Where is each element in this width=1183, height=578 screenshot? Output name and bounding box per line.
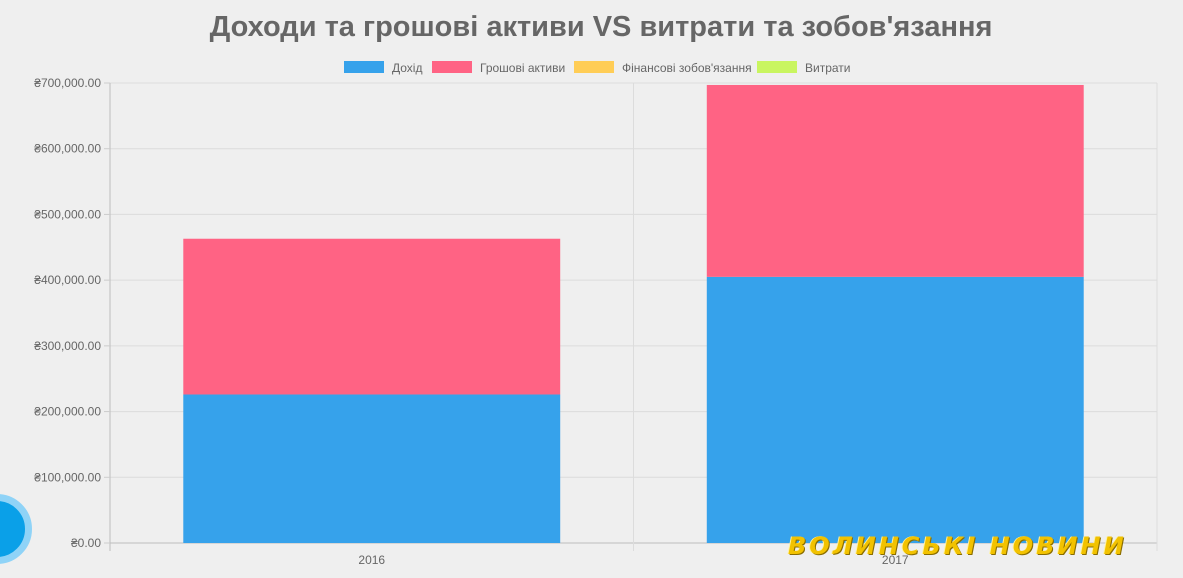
legend-label-1[interactable]: Грошові активи [480, 61, 565, 75]
y-tick-label-2: ₴200,000.00 [34, 405, 101, 419]
bars [183, 84, 1084, 543]
y-tick-label-5: ₴500,000.00 [34, 207, 101, 221]
chart-title: Доходи та грошові активи VS витрати та з… [210, 11, 993, 43]
y-tick-label-1: ₴100,000.00 [34, 470, 101, 484]
y-tick-label-3: ₴300,000.00 [34, 339, 101, 353]
bar-2016-series-0[interactable] [183, 394, 561, 543]
legend-swatch-3[interactable] [757, 61, 797, 73]
legend: Дохід Грошові активи Фінансові зобов'язанн… [344, 61, 851, 75]
legend-swatch-0[interactable] [344, 61, 384, 73]
legend-swatch-2[interactable] [574, 61, 614, 73]
legend-swatch-1[interactable] [432, 61, 472, 73]
legend-label-3[interactable]: Витрати [805, 61, 851, 75]
x-tick-label-1: 2017 [882, 553, 909, 567]
y-tick-label-0: ₴0.00 [71, 536, 101, 550]
bar-2017-series-1[interactable] [706, 84, 1084, 277]
x-tick-label-0: 2016 [358, 553, 385, 567]
legend-label-2[interactable]: Фінансові зобов'язання [622, 61, 752, 75]
bar-2016-series-1[interactable] [183, 238, 561, 395]
legend-label-0[interactable]: Дохід [392, 61, 422, 75]
y-tick-label-4: ₴400,000.00 [34, 273, 101, 287]
y-tick-label-7: ₴700,000.00 [34, 76, 101, 90]
watermark-logo: ВОЛИНСЬКІ НОВИНИ [788, 532, 1127, 560]
y-tick-label-6: ₴600,000.00 [34, 142, 101, 156]
bar-2017-series-0[interactable] [706, 276, 1084, 543]
axes: ₴0.00 ₴100,000.00 ₴200,000.00 ₴300,000.00 ₴4… [34, 76, 909, 567]
